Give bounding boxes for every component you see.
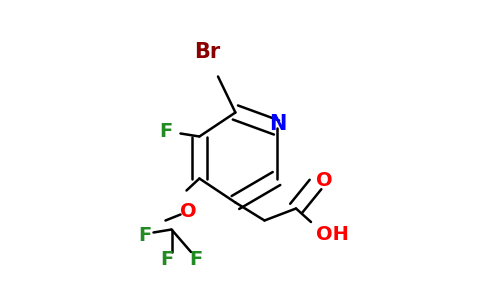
Text: F: F <box>138 226 151 245</box>
Text: N: N <box>269 115 287 134</box>
Text: F: F <box>189 250 202 269</box>
Text: O: O <box>316 170 333 190</box>
Text: F: F <box>159 122 172 142</box>
Text: F: F <box>160 250 174 269</box>
Text: Br: Br <box>195 43 221 62</box>
Text: O: O <box>180 202 197 221</box>
Text: OH: OH <box>316 224 348 244</box>
